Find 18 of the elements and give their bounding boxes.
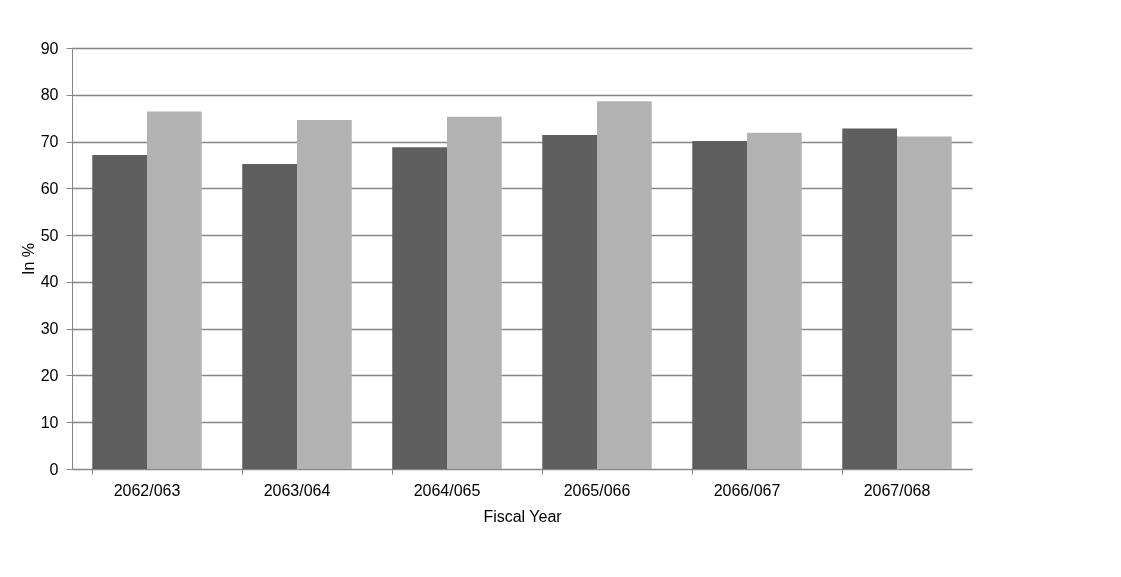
y-tick-label: 20 [40,366,59,384]
y-tick-label: 0 [49,460,59,478]
y-tick-label: 40 [40,273,59,291]
y-tick-label: 60 [40,179,59,197]
x-axis-title: Fiscal Year [483,507,563,525]
y-tick-label: 70 [40,133,59,151]
x-tick-label: 2066/067 [713,481,781,499]
x-tick-label: 2062/063 [113,481,181,499]
x-tick-label: 2064/065 [413,481,481,499]
y-tick-label: 90 [40,39,59,57]
x-tick-label: 2065/066 [563,481,631,499]
x-tick-label: 2063/064 [263,481,331,499]
y-tick-label: 50 [40,226,59,244]
x-tick-label: 2067/068 [863,481,931,499]
y-tick-label: 80 [40,86,59,104]
y-tick-label: 10 [40,413,59,431]
y-tick-label: 30 [40,320,59,338]
y-axis-title: In % [19,242,37,276]
